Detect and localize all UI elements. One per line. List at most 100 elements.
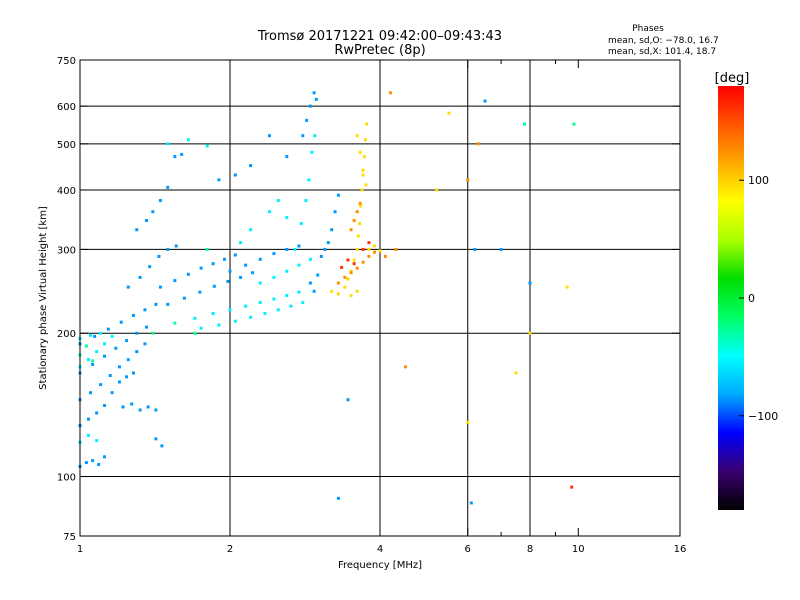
- legend-heading: Phases: [632, 24, 664, 34]
- data-point: [103, 354, 107, 358]
- y-tick-label: 750: [57, 56, 76, 67]
- data-point: [103, 342, 107, 346]
- x-tick-label: 10: [572, 544, 585, 555]
- data-point: [180, 152, 184, 156]
- data-point: [146, 405, 150, 409]
- data-point: [363, 138, 367, 142]
- x-tick-label: 16: [674, 544, 687, 555]
- data-point: [166, 247, 170, 251]
- colorbar-ticks: 100 0 −100: [739, 174, 778, 423]
- y-tick-label: 400: [57, 186, 76, 197]
- data-point: [99, 383, 103, 387]
- data-point: [91, 459, 95, 463]
- data-point: [343, 275, 347, 279]
- data-point: [84, 461, 88, 465]
- data-point: [258, 257, 262, 261]
- data-point: [285, 155, 289, 159]
- data-point: [358, 201, 362, 205]
- data-point: [355, 247, 359, 251]
- data-point: [131, 313, 135, 317]
- data-point: [394, 247, 398, 251]
- data-point: [362, 155, 366, 159]
- data-point: [343, 285, 347, 289]
- data-point: [84, 344, 88, 348]
- data-point: [173, 321, 177, 325]
- colorbar-unit-label: [deg]: [715, 71, 750, 86]
- data-point: [193, 331, 197, 335]
- data-point: [367, 254, 371, 258]
- data-point: [160, 444, 164, 448]
- data-point: [154, 437, 158, 441]
- colorbar-tick-label: 100: [748, 174, 769, 187]
- data-point: [199, 326, 203, 330]
- data-point: [367, 247, 371, 251]
- x-axis-label: Frequency [MHz]: [338, 560, 422, 571]
- data-point: [125, 339, 129, 343]
- data-point: [355, 289, 359, 293]
- data-point: [89, 391, 93, 395]
- data-point: [514, 371, 518, 375]
- colorbar-tick-label: 0: [748, 292, 755, 305]
- data-point: [117, 380, 121, 384]
- data-point: [361, 260, 365, 264]
- data-point: [110, 334, 114, 338]
- data-point: [289, 304, 293, 308]
- data-point: [148, 265, 152, 269]
- data-point: [244, 304, 248, 308]
- data-point: [319, 254, 323, 258]
- colorbar-tick-label: −100: [748, 410, 778, 423]
- data-point: [312, 91, 316, 95]
- chart-subtitle: RwPretec (8p): [334, 43, 425, 58]
- data-point: [361, 247, 365, 251]
- data-point: [313, 134, 317, 138]
- data-point: [244, 263, 248, 267]
- data-point: [174, 244, 178, 248]
- data-point: [145, 219, 149, 223]
- data-point: [346, 277, 350, 281]
- y-axis-label: Stationary phase Virtual Height [km]: [38, 206, 49, 390]
- y-tick-label: 300: [57, 245, 76, 256]
- data-point: [198, 290, 202, 294]
- data-point: [346, 258, 350, 262]
- data-point: [355, 210, 359, 214]
- data-point: [307, 178, 311, 182]
- data-point: [263, 312, 267, 316]
- data-point: [233, 253, 237, 257]
- data-point: [367, 241, 371, 245]
- data-point: [212, 284, 216, 288]
- data-point: [378, 249, 382, 253]
- data-point: [226, 279, 230, 283]
- data-point: [106, 327, 110, 331]
- y-tick-label: 600: [57, 102, 76, 113]
- data-point: [349, 271, 353, 275]
- x-tick-label: 6: [465, 544, 471, 555]
- data-point: [239, 241, 243, 245]
- data-point: [359, 204, 363, 208]
- data-point: [91, 362, 95, 366]
- data-point: [466, 420, 470, 424]
- data-point: [349, 228, 353, 232]
- data-point: [358, 150, 362, 154]
- data-point: [336, 292, 340, 296]
- data-point: [476, 142, 480, 146]
- data-point: [130, 402, 134, 406]
- data-point: [308, 257, 312, 261]
- data-point: [305, 118, 309, 122]
- data-point: [403, 365, 407, 369]
- data-point: [228, 269, 232, 273]
- data-point: [173, 155, 177, 159]
- data-point: [301, 134, 305, 138]
- data-point: [572, 122, 576, 126]
- data-point: [239, 275, 243, 279]
- data-point: [570, 485, 574, 489]
- data-point: [119, 320, 123, 324]
- data-point: [356, 234, 360, 238]
- data-point: [499, 247, 503, 251]
- data-point: [323, 247, 327, 251]
- data-point: [135, 228, 139, 232]
- data-point: [138, 408, 142, 412]
- data-point: [166, 185, 170, 189]
- data-point: [336, 193, 340, 197]
- data-point: [211, 262, 215, 266]
- x-tick-label: 8: [527, 544, 533, 555]
